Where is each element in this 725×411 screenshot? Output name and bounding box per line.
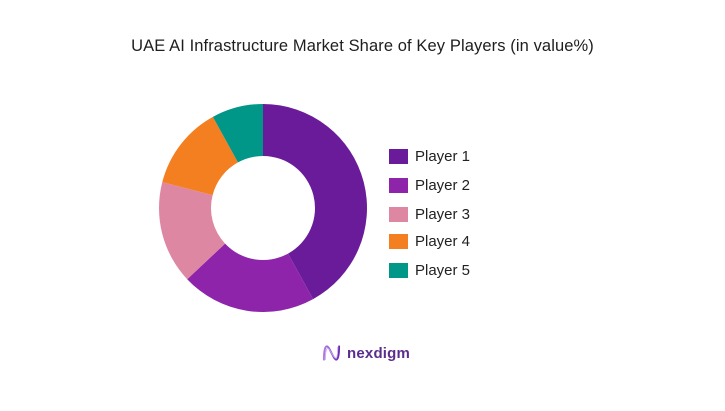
donut-segment-player-4 — [162, 116, 238, 196]
donut-segment-player-3 — [159, 182, 226, 280]
legend-swatch — [389, 207, 408, 222]
legend-item-player-1: Player 1 — [389, 148, 470, 165]
legend-swatch — [389, 234, 408, 249]
donut-segments — [159, 104, 368, 312]
legend-swatch — [389, 178, 408, 193]
chart-title: UAE AI Infrastructure Market Share of Ke… — [131, 37, 594, 55]
nexdigm-logo-icon — [322, 345, 341, 361]
legend-item-player-4: Player 4 — [389, 233, 470, 250]
legend-label: Player 3 — [415, 206, 471, 223]
legend-item-player-5: Player 5 — [389, 262, 470, 279]
legend-label: Player 5 — [415, 262, 471, 279]
legend-swatch — [389, 149, 408, 164]
legend-label: Player 2 — [415, 177, 471, 194]
legend-label: Player 4 — [415, 233, 471, 250]
legend-item-player-2: Player 2 — [389, 177, 470, 194]
brand-footer: nexdigm — [322, 344, 410, 362]
donut-segment-player-1 — [263, 104, 368, 300]
brand-name: nexdigm — [347, 344, 411, 362]
legend-swatch — [389, 263, 408, 278]
legend-label: Player 1 — [415, 148, 471, 165]
legend-item-player-3: Player 3 — [389, 206, 470, 223]
donut-segment-player-2 — [187, 243, 314, 312]
donut-segment-player-5 — [212, 104, 263, 163]
